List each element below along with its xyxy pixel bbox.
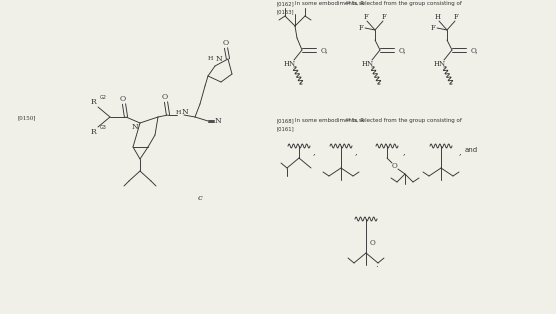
Text: [0161]: [0161]	[277, 126, 295, 131]
Text: H: H	[175, 110, 181, 115]
Text: O: O	[392, 162, 398, 170]
Text: and: and	[465, 147, 478, 153]
Text: [0163]: [0163]	[277, 9, 295, 14]
Text: In some embodiments, R: In some embodiments, R	[295, 1, 364, 6]
Text: H: H	[207, 57, 213, 62]
Text: F: F	[364, 13, 369, 21]
Text: is selected from the group consisting of: is selected from the group consisting of	[351, 1, 462, 6]
Text: HN: HN	[284, 60, 296, 68]
Text: G2: G2	[346, 1, 351, 5]
Text: .: .	[376, 261, 378, 269]
Text: [0168]: [0168]	[277, 118, 295, 123]
Text: ,: ,	[403, 148, 405, 156]
Text: F: F	[454, 13, 458, 21]
Text: G3: G3	[100, 125, 107, 130]
Text: G3: G3	[346, 118, 351, 122]
Text: ,: ,	[355, 148, 358, 156]
Text: H: H	[435, 13, 441, 21]
Text: ,: ,	[312, 148, 315, 156]
Text: In some embodiments, R: In some embodiments, R	[295, 118, 364, 123]
Text: O: O	[162, 93, 168, 101]
Text: F: F	[431, 24, 435, 32]
Text: O,: O,	[471, 46, 479, 54]
Text: N: N	[216, 55, 223, 63]
Text: N: N	[131, 123, 138, 131]
Text: G2: G2	[100, 95, 107, 100]
Text: O: O	[223, 39, 229, 47]
Text: F: F	[381, 13, 386, 21]
Text: O,: O,	[399, 46, 406, 54]
Text: HN: HN	[434, 60, 446, 68]
Text: R: R	[90, 128, 96, 136]
Text: ,: ,	[459, 148, 461, 156]
Text: O,: O,	[321, 46, 329, 54]
Text: c: c	[197, 194, 202, 202]
Text: N: N	[182, 108, 188, 116]
Text: N: N	[215, 117, 221, 125]
Text: HN: HN	[362, 60, 374, 68]
Text: F: F	[359, 24, 364, 32]
Text: [0162]: [0162]	[277, 1, 295, 6]
Text: [0150]: [0150]	[18, 116, 36, 121]
Text: R: R	[90, 98, 96, 106]
Text: is selected from the group consisting of: is selected from the group consisting of	[351, 118, 462, 123]
Text: O: O	[370, 239, 376, 247]
Text: O: O	[120, 95, 126, 103]
